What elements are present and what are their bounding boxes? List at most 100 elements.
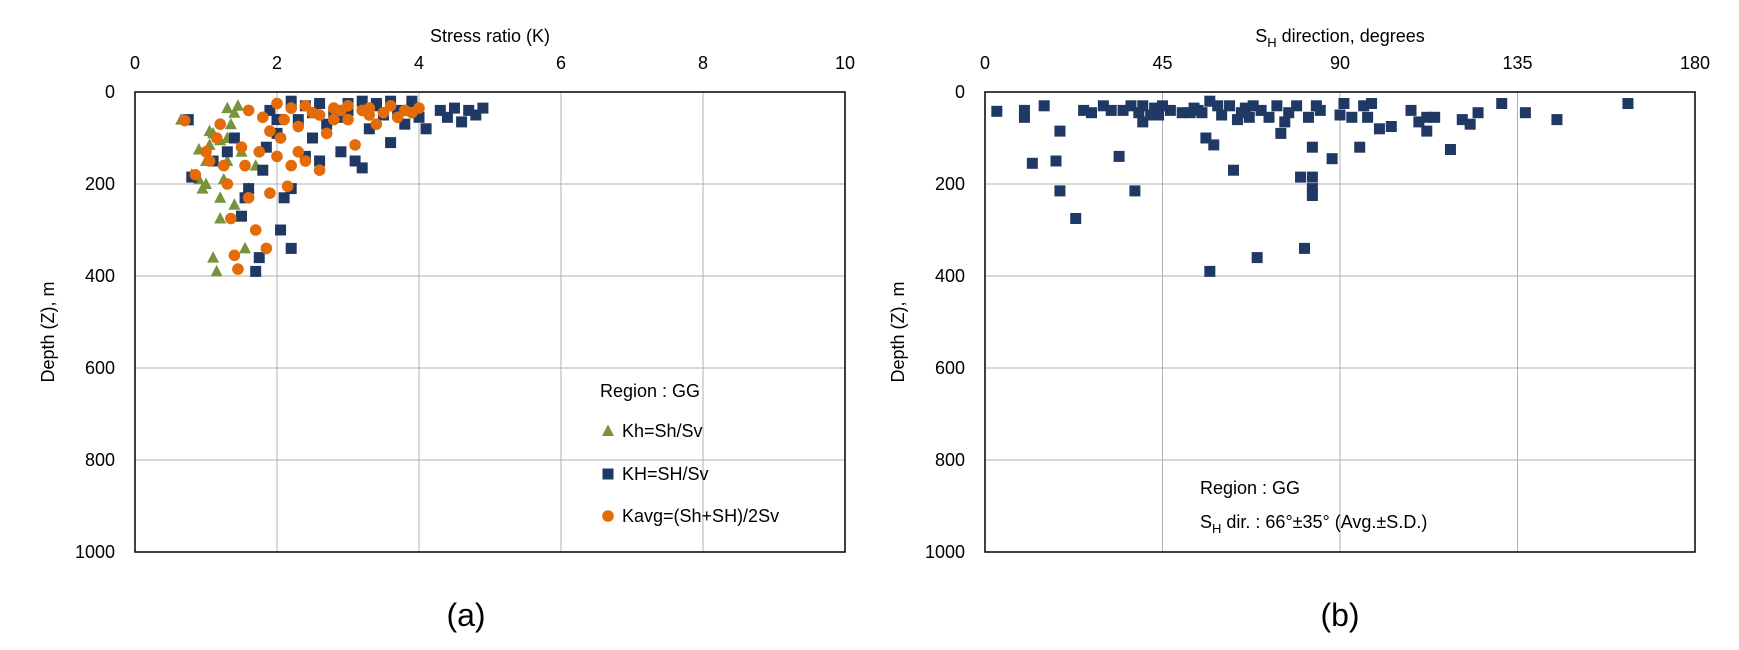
data-point-circle [274, 132, 287, 144]
data-point-square [1224, 100, 1236, 112]
x-tick-label: 90 [1330, 53, 1350, 73]
data-point-square [449, 102, 460, 114]
data-point-circle [253, 146, 266, 158]
data-point-square [1196, 107, 1208, 119]
data-point-square [1105, 104, 1117, 116]
data-point-square [275, 224, 287, 236]
data-point-triangle [214, 191, 227, 203]
data-point-circle [349, 139, 361, 151]
x-tick-label: 4 [414, 53, 424, 73]
data-point-square [1283, 107, 1295, 119]
panel-a-plot-frame [134, 91, 846, 553]
panel-b-label: (b) [1320, 597, 1359, 633]
data-point-circle [249, 224, 262, 236]
data-point-circle [313, 109, 326, 121]
data-point-square [1228, 164, 1239, 176]
data-point-square [1314, 104, 1326, 116]
data-point-square [1153, 109, 1165, 121]
data-point-square [260, 141, 272, 153]
data-point-square [1129, 185, 1141, 197]
data-point-square [1271, 100, 1283, 112]
data-point-square [1149, 102, 1161, 114]
panel-b-plot-frame [984, 91, 1696, 553]
data-point-square [1326, 153, 1338, 165]
data-point-square [456, 116, 468, 128]
data-point-triangle [221, 101, 234, 114]
data-point-square [399, 118, 411, 130]
data-point-triangle [239, 241, 252, 254]
data-point-square [1212, 100, 1224, 112]
data-point-square [1519, 107, 1531, 119]
data-point-square [1551, 114, 1563, 126]
data-point-circle [264, 187, 276, 199]
annotation-region: Region : GG [1200, 478, 1300, 498]
data-point-square [257, 164, 269, 176]
data-point-circle [370, 118, 383, 130]
data-point-circle [281, 180, 294, 193]
data-point-square [1113, 150, 1125, 162]
panel-a-stress-ratio-chart: 0 2 4 6 8 10 0 200 400 600 800 1000 Stress ratio (… [38, 26, 855, 633]
data-point-circle [342, 113, 354, 126]
data-point-circle [292, 120, 305, 133]
data-point-triangle [231, 99, 244, 111]
data-point-square [1405, 104, 1417, 116]
legend-title: Region : GG [600, 381, 700, 401]
data-point-square [1413, 116, 1425, 128]
data-point-square [470, 109, 482, 121]
data-point-square [1295, 171, 1307, 183]
y-tick-label: 800 [85, 450, 115, 470]
data-point-square [356, 162, 368, 174]
legend-marker-triangle [602, 424, 614, 436]
data-point-circle [292, 146, 305, 158]
data-point-square [1291, 100, 1303, 112]
data-point-circle [203, 155, 216, 167]
data-point-circle [221, 178, 234, 190]
x-tick-label: 180 [1680, 53, 1710, 73]
data-point-square [1421, 125, 1433, 137]
y-tick-label: 600 [85, 358, 115, 378]
data-point-square [413, 111, 425, 123]
data-point-square [1145, 109, 1157, 121]
data-point-square [1385, 121, 1397, 132]
data-point-circle [214, 118, 226, 130]
x-tick-label: 8 [698, 53, 708, 73]
panel-a-legend: Region : GG Kh=Sh/Sv KH=SH/Sv Kavg=(Sh+SH)… [600, 381, 779, 526]
panel-b-x-tick-labels: 0 45 90 135 180 [980, 53, 1710, 73]
y-tick-label: 800 [935, 450, 965, 470]
data-point-circle [278, 113, 290, 126]
data-point-square [1421, 111, 1433, 123]
data-point-square [1117, 104, 1129, 116]
data-point-square [314, 98, 326, 109]
data-point-square [349, 155, 361, 167]
data-point-square [1200, 132, 1212, 144]
data-point-square [335, 146, 347, 158]
data-point-triangle [210, 264, 223, 277]
data-point-triangle [228, 198, 241, 210]
x-tick-label: 0 [130, 53, 140, 73]
data-point-square [1354, 141, 1366, 153]
data-point-square [1456, 114, 1468, 126]
data-point-square [1026, 157, 1038, 169]
data-point-circle [363, 102, 376, 114]
panel-a-y-axis-title: Depth (Z), m [38, 281, 58, 382]
data-point-circle [299, 155, 312, 167]
data-point-square [1018, 111, 1030, 123]
data-point-square [1358, 100, 1370, 112]
panel-a-x-axis-title: Stress ratio (K) [430, 26, 550, 46]
y-tick-label: 400 [935, 266, 965, 286]
data-point-square [1306, 190, 1318, 201]
data-point-circle [200, 146, 212, 158]
data-point-square [356, 95, 368, 107]
data-point-square [1216, 109, 1228, 121]
data-point-square [1038, 100, 1050, 112]
data-point-triangle [228, 106, 241, 118]
data-point-square [370, 98, 382, 109]
data-point-square [991, 105, 1003, 117]
y-tick-label: 1000 [75, 542, 115, 562]
x-tick-label: 135 [1502, 53, 1532, 73]
data-point-square [1302, 111, 1314, 123]
data-point-square [321, 118, 333, 130]
y-tick-label: 0 [955, 82, 965, 102]
data-point-circle [285, 102, 298, 114]
